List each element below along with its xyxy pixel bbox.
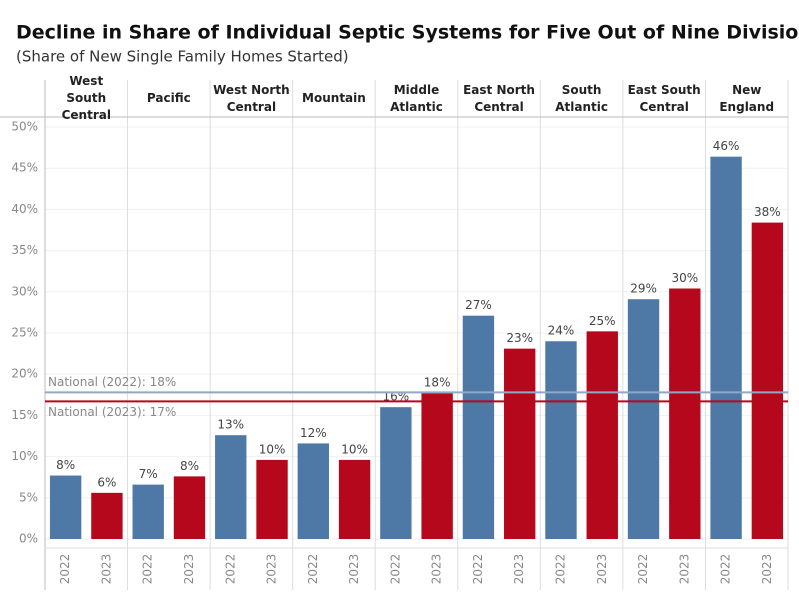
y-tick-label: 45% bbox=[11, 161, 38, 175]
y-tick-label: 0% bbox=[19, 532, 38, 546]
division-header: West South Central bbox=[61, 74, 111, 122]
x-tick-label: 2022 bbox=[223, 554, 237, 585]
division-header: New England bbox=[719, 82, 775, 114]
x-tick-label: 2023 bbox=[347, 554, 361, 585]
division-header: East North Central bbox=[463, 82, 535, 114]
division-header: Middle Atlantic bbox=[390, 82, 443, 114]
bar bbox=[462, 315, 495, 539]
x-tick-label: 2022 bbox=[553, 554, 567, 585]
value-label: 12% bbox=[300, 426, 327, 440]
x-tick-label: 2022 bbox=[636, 554, 650, 585]
x-tick-label: 2022 bbox=[306, 554, 320, 585]
value-label: 18% bbox=[424, 376, 451, 390]
bar bbox=[751, 222, 784, 540]
x-tick-label: 2023 bbox=[99, 554, 113, 585]
value-label: 8% bbox=[56, 458, 75, 472]
bar bbox=[380, 407, 412, 539]
value-label: 24% bbox=[548, 324, 575, 338]
y-tick-label: 40% bbox=[11, 202, 38, 216]
value-label: 10% bbox=[341, 442, 368, 456]
x-tick-label: 2023 bbox=[182, 554, 196, 585]
value-label: 13% bbox=[217, 418, 244, 432]
x-tick-label: 2022 bbox=[471, 554, 485, 585]
bar bbox=[132, 484, 164, 539]
x-tick-label: 2023 bbox=[760, 554, 774, 585]
bar bbox=[504, 348, 536, 539]
bar bbox=[669, 288, 701, 539]
y-tick-label: 10% bbox=[11, 449, 38, 463]
x-tick-label: 2023 bbox=[677, 554, 691, 585]
division-header: Mountain bbox=[302, 91, 366, 105]
x-tick-label: 2022 bbox=[141, 554, 155, 585]
division-header: West North Central bbox=[213, 82, 290, 114]
x-tick-label: 2023 bbox=[265, 554, 279, 585]
value-label: 25% bbox=[589, 314, 616, 328]
chart-title: Decline in Share of Individual Septic Sy… bbox=[16, 22, 799, 44]
bar bbox=[297, 443, 329, 539]
x-tick-label: 2023 bbox=[595, 554, 609, 585]
value-label: 38% bbox=[754, 205, 781, 219]
y-tick-label: 50% bbox=[11, 120, 38, 134]
bar bbox=[215, 435, 247, 539]
bar bbox=[627, 299, 660, 539]
value-label: 6% bbox=[97, 475, 116, 489]
bar bbox=[421, 393, 453, 539]
value-label: 46% bbox=[713, 139, 740, 153]
y-tick-label: 5% bbox=[19, 490, 38, 504]
bar bbox=[710, 156, 742, 539]
value-label: 23% bbox=[506, 331, 533, 345]
bar bbox=[49, 475, 82, 539]
value-label: 10% bbox=[259, 442, 286, 456]
division-header: Pacific bbox=[146, 91, 191, 105]
x-tick-label: 2022 bbox=[58, 554, 72, 585]
x-tick-label: 2022 bbox=[719, 554, 733, 585]
bar bbox=[256, 459, 288, 539]
value-label: 30% bbox=[671, 271, 698, 285]
chart-subtitle: (Share of New Single Family Homes Starte… bbox=[16, 48, 349, 66]
x-tick-label: 2023 bbox=[512, 554, 526, 585]
bar bbox=[173, 476, 206, 539]
y-tick-label: 20% bbox=[11, 367, 38, 381]
y-tick-label: 30% bbox=[11, 284, 38, 298]
x-tick-label: 2023 bbox=[430, 554, 444, 585]
bar bbox=[545, 341, 577, 539]
x-tick-label: 2022 bbox=[388, 554, 402, 585]
value-label: 27% bbox=[465, 298, 492, 312]
value-label: 7% bbox=[139, 467, 158, 481]
y-tick-label: 15% bbox=[11, 408, 38, 422]
y-tick-label: 25% bbox=[11, 326, 38, 340]
value-label: 29% bbox=[630, 282, 657, 296]
reference-label: National (2023): 17% bbox=[48, 405, 176, 419]
value-label: 8% bbox=[180, 459, 199, 473]
bar bbox=[338, 459, 371, 539]
division-header: East South Central bbox=[627, 82, 701, 114]
bar bbox=[586, 331, 618, 539]
division-header: South Atlantic bbox=[555, 82, 608, 114]
bar bbox=[91, 492, 123, 539]
y-tick-label: 35% bbox=[11, 243, 38, 257]
reference-label: National (2022): 18% bbox=[48, 375, 176, 389]
